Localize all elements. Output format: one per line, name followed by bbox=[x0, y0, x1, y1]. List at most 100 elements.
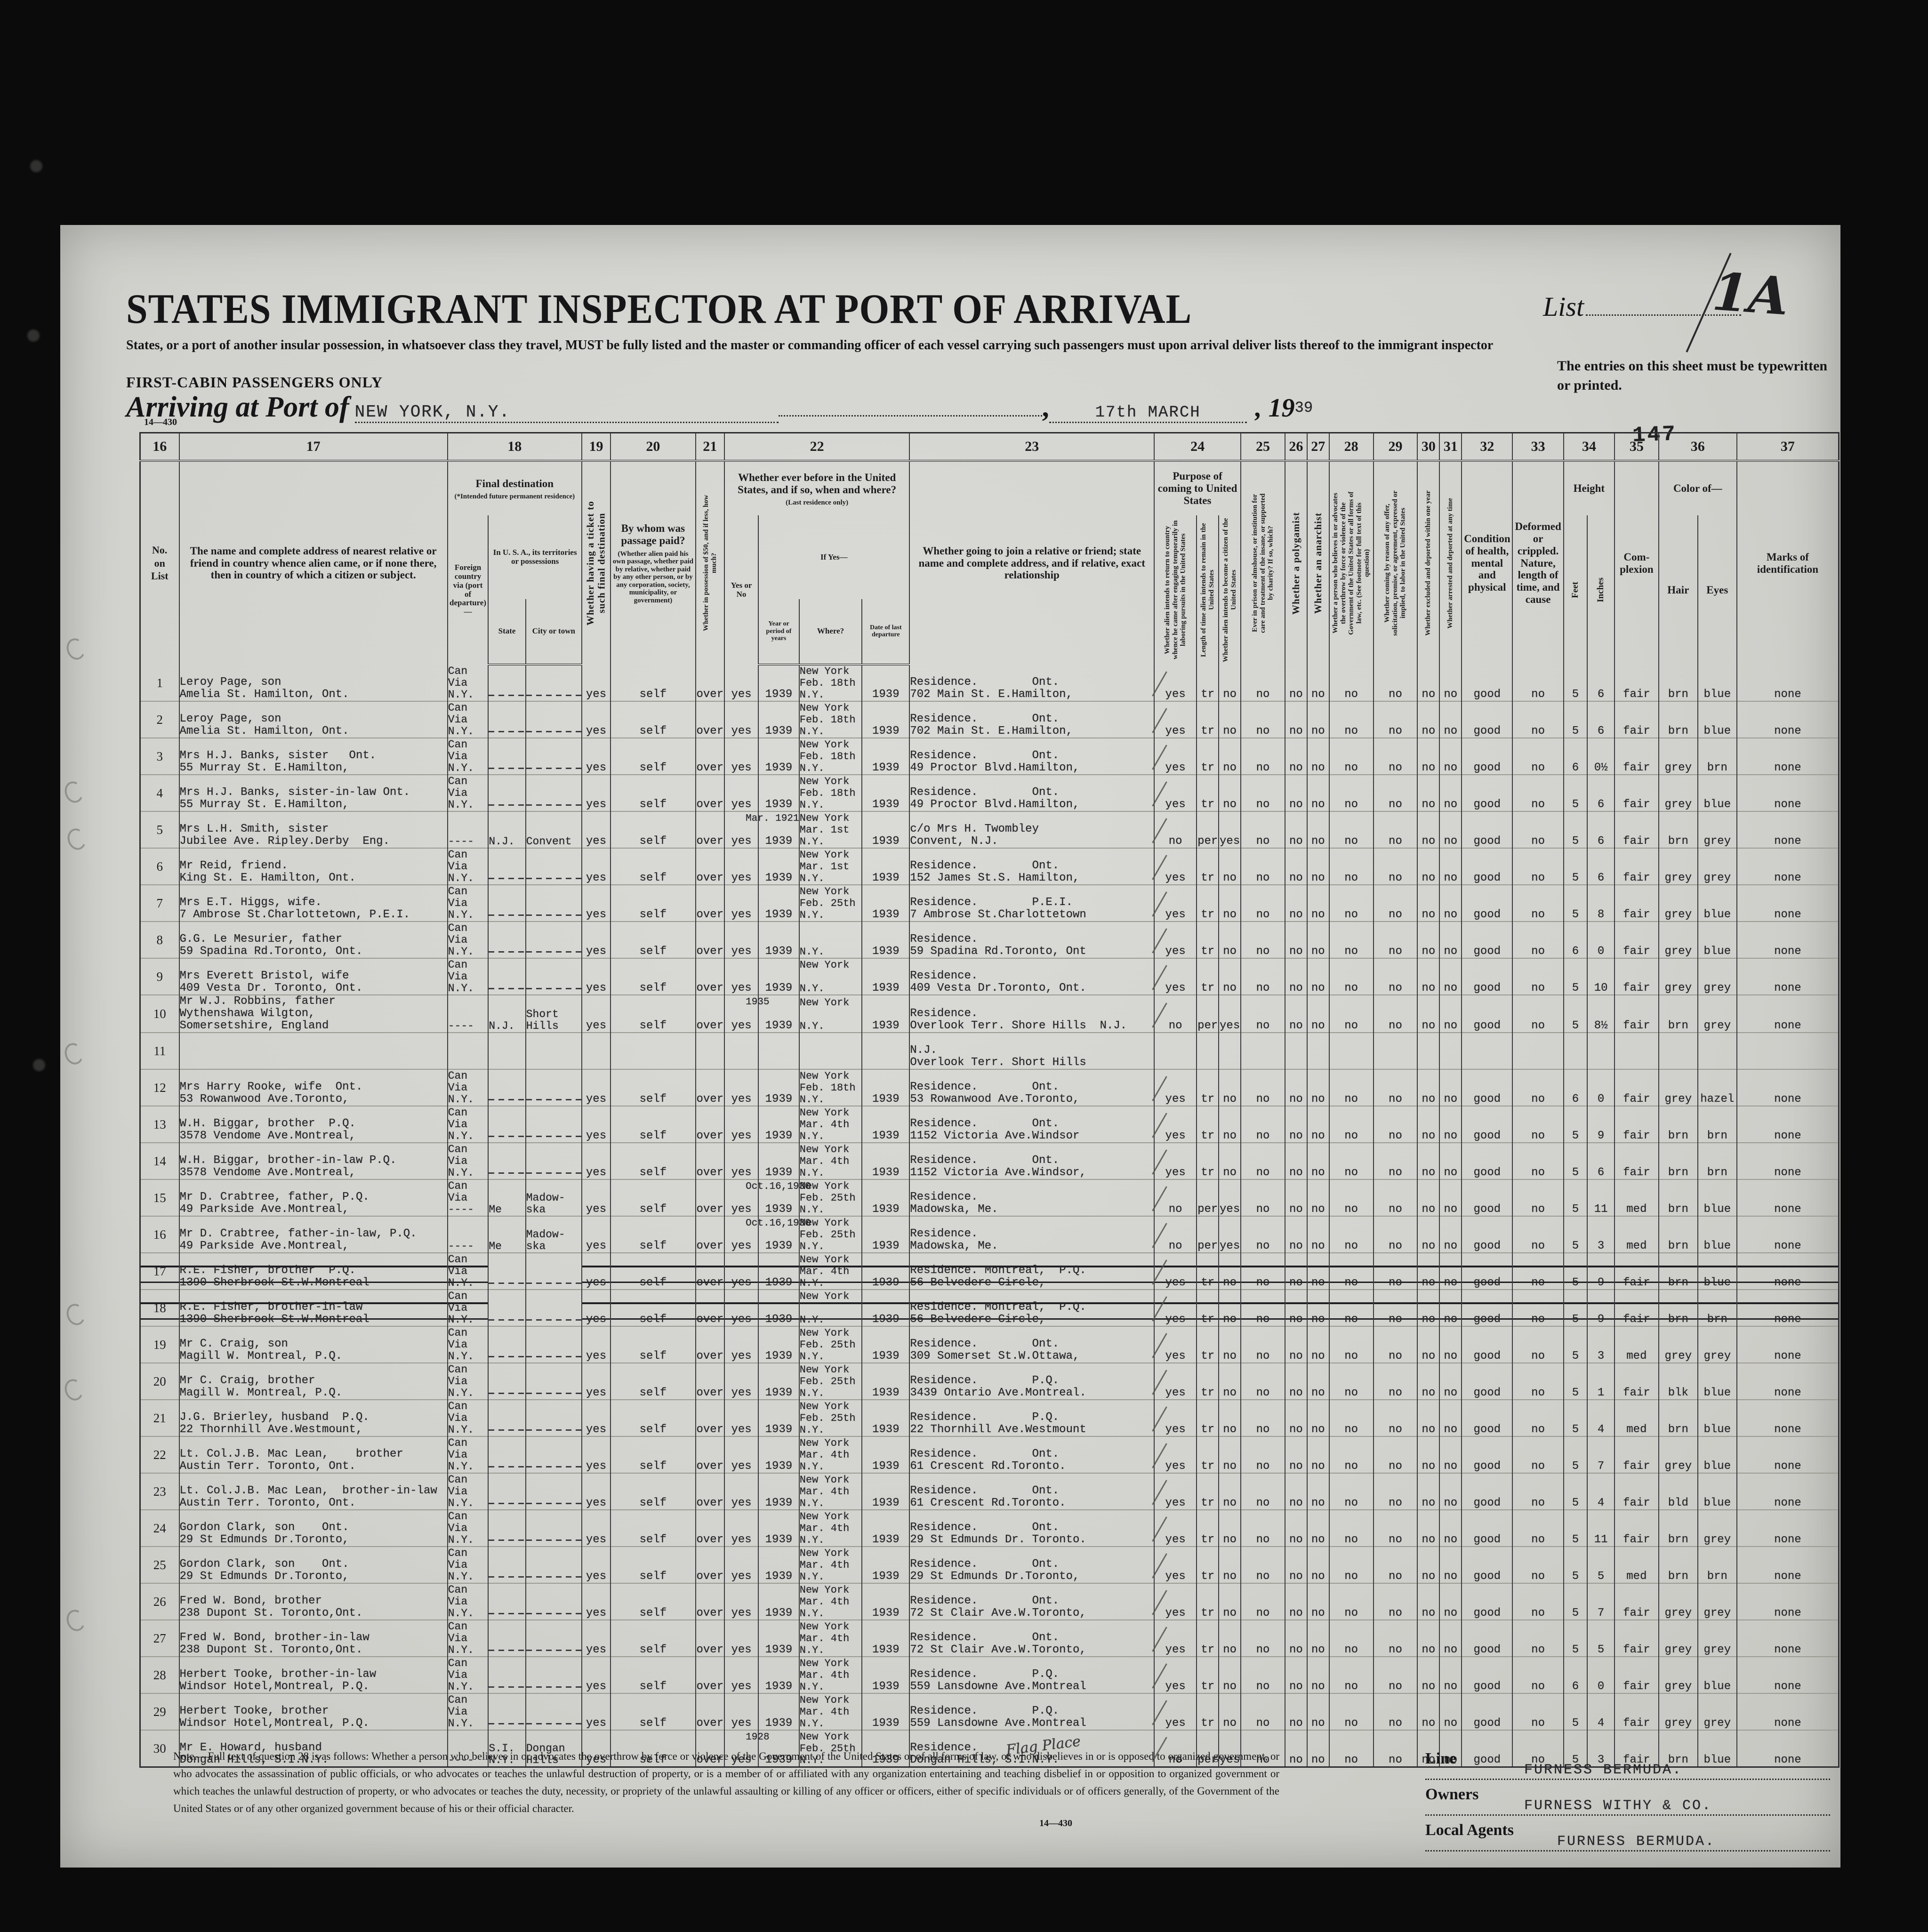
relative-address: Magill W. Montreal, P.Q. bbox=[179, 1350, 343, 1363]
joining-line1: Residence. bbox=[910, 1191, 978, 1203]
col-complexion: Com­plexion bbox=[1614, 461, 1659, 665]
deformed-crippled: no bbox=[1512, 1436, 1564, 1473]
destination-city: Convent bbox=[525, 811, 582, 848]
excluded-deported: no bbox=[1417, 848, 1440, 885]
excluded-deported: no bbox=[1417, 775, 1440, 811]
advocates-overthrow: no bbox=[1328, 1510, 1374, 1547]
joining-line2: 309 Somerset St.W.Ottawa, bbox=[910, 1350, 1080, 1363]
relative-name: Mr D. Crabtree, father, P.Q. bbox=[179, 1191, 370, 1203]
col-joining-relative: Whether going to join a relative or frie… bbox=[909, 461, 1155, 665]
health-condition: good bbox=[1461, 775, 1513, 811]
height-feet: 5 bbox=[1563, 665, 1588, 701]
foreign-country-via bbox=[447, 1033, 489, 1069]
intends-citizen: yes bbox=[1218, 1730, 1242, 1767]
passage-paid-by: self bbox=[610, 1326, 696, 1363]
height-inches: 6 bbox=[1587, 1143, 1615, 1179]
contract-labor: no bbox=[1373, 1143, 1418, 1179]
col-num: 29 bbox=[1373, 433, 1418, 462]
has-ticket: yes bbox=[581, 1657, 611, 1693]
column-number-row: 16 17 18 19 20 21 22 23 24 25 26 27 28 2… bbox=[139, 433, 1840, 462]
anarchist: no bbox=[1306, 1326, 1330, 1363]
eye-color: blue bbox=[1697, 1473, 1737, 1510]
ever-prison: no bbox=[1240, 922, 1285, 958]
complexion: fair bbox=[1614, 1143, 1659, 1179]
ever-before-year: 1939 bbox=[758, 1473, 800, 1510]
joining-line2: 56 Belvedere Circle, bbox=[910, 1276, 1046, 1289]
marks-of-identification: none bbox=[1736, 1290, 1840, 1326]
joining-cell: Residence. P.Q. 559 Lansdowne Ave.Montre… bbox=[909, 1693, 1167, 1730]
health-condition: good bbox=[1461, 1253, 1513, 1290]
col-passage-paid: By whom was passage paid? (Whether alien … bbox=[610, 461, 696, 665]
foreign-country-via: Can Via N.Y. bbox=[447, 1326, 489, 1363]
intends-citizen: no bbox=[1218, 1106, 1242, 1143]
arrested-deported: no bbox=[1439, 701, 1462, 738]
date-last-departure: 1939 bbox=[861, 922, 910, 958]
foreign-country-via: Can Via N.Y. bbox=[447, 922, 489, 958]
hair-color: brn bbox=[1658, 1143, 1698, 1179]
joining-line2: 53 Rowanwood Ave.Toronto, bbox=[910, 1093, 1080, 1106]
length-of-stay: tr bbox=[1196, 885, 1220, 922]
relative-name-address-cell: Mr D. Crabtree, father, P.Q. 49 Parkside… bbox=[178, 1179, 448, 1216]
complexion: fair bbox=[1614, 848, 1659, 885]
form-number-top: 14—430 bbox=[144, 417, 177, 427]
hair-color: grey bbox=[1658, 1069, 1698, 1106]
polygamist: no bbox=[1284, 1693, 1308, 1730]
destination-city bbox=[525, 885, 582, 922]
ever-prison: no bbox=[1240, 1253, 1285, 1290]
health-condition: good bbox=[1461, 1290, 1513, 1326]
date-last-departure: 1939 bbox=[861, 1693, 910, 1730]
advocates-overthrow bbox=[1328, 1033, 1374, 1069]
possession-of-50: over bbox=[695, 1693, 725, 1730]
health-condition: good bbox=[1461, 1363, 1513, 1400]
eye-color: brn bbox=[1697, 1143, 1737, 1179]
complexion: med bbox=[1614, 1547, 1659, 1583]
marks-of-identification: none bbox=[1736, 1216, 1840, 1253]
passenger-row: 28 Herbert Tooke, brother-in-law Windsor… bbox=[139, 1657, 1840, 1693]
joining-line1: Residence. Ont. bbox=[910, 786, 1060, 799]
deformed-crippled: no bbox=[1512, 811, 1564, 848]
ever-prison: no bbox=[1240, 1216, 1285, 1253]
ever-before-where: New York Mar. 4th N.Y. bbox=[798, 1436, 863, 1473]
joining-line2: Convent, N.J. bbox=[910, 835, 998, 848]
col-if-yes: If Yes— bbox=[758, 515, 910, 599]
deformed-crippled: no bbox=[1512, 1179, 1564, 1216]
manifest-body: 1 Leroy Page, son Amelia St. Hamilton, O… bbox=[139, 665, 1840, 1767]
row-number: 5 bbox=[139, 811, 180, 848]
contract-labor: no bbox=[1373, 738, 1418, 775]
arrested-deported: no bbox=[1439, 1363, 1462, 1400]
line-label: Line bbox=[1425, 1750, 1457, 1767]
arrested-deported: no bbox=[1439, 1106, 1462, 1143]
passenger-row: 23 Lt. Col.J.B. Mac Lean, brother-in-law… bbox=[139, 1473, 1840, 1510]
marks-of-identification: none bbox=[1736, 1143, 1840, 1179]
intends-citizen: no bbox=[1218, 1583, 1242, 1620]
health-condition: good bbox=[1461, 885, 1513, 922]
height-feet: 5 bbox=[1563, 1179, 1588, 1216]
advocates-overthrow: no bbox=[1328, 922, 1374, 958]
ever-before-year: 1939 bbox=[758, 1069, 800, 1106]
destination-state bbox=[488, 1657, 526, 1693]
joining-line1: Residence. Montreal, P.Q. bbox=[910, 1301, 1086, 1314]
passage-paid-by: self bbox=[610, 958, 696, 995]
has-ticket: yes bbox=[581, 1583, 611, 1620]
ever-before-year: 1935 1939 bbox=[746, 995, 800, 1033]
row-number: 14 bbox=[139, 1143, 180, 1179]
advocates-overthrow: no bbox=[1328, 995, 1374, 1033]
eye-color: blue bbox=[1697, 701, 1737, 738]
polygamist: no bbox=[1284, 1657, 1308, 1693]
passage-paid-by: self bbox=[610, 811, 696, 848]
excluded-deported: no bbox=[1417, 1547, 1440, 1583]
arrested-deported: no bbox=[1439, 1436, 1462, 1473]
intends-return: no bbox=[1154, 811, 1197, 848]
joining-line1: Residence. bbox=[910, 970, 978, 982]
eye-color: blue bbox=[1697, 1730, 1737, 1767]
hair-color: brn bbox=[1658, 1547, 1698, 1583]
relative-name-address-cell: Mrs H.J. Banks, sister-in-law Ont. 55 Mu… bbox=[178, 775, 448, 811]
dotted-line bbox=[1425, 1779, 1830, 1780]
row-number: 21 bbox=[139, 1400, 180, 1436]
polygamist: no bbox=[1284, 775, 1308, 811]
joining-cell: Residence. Ont. 53 Rowanwood Ave.Toronto… bbox=[909, 1069, 1167, 1106]
ever-before-yesno: yes bbox=[723, 811, 759, 848]
polygamist: no bbox=[1284, 1510, 1308, 1547]
height-feet: 5 bbox=[1563, 1730, 1588, 1767]
